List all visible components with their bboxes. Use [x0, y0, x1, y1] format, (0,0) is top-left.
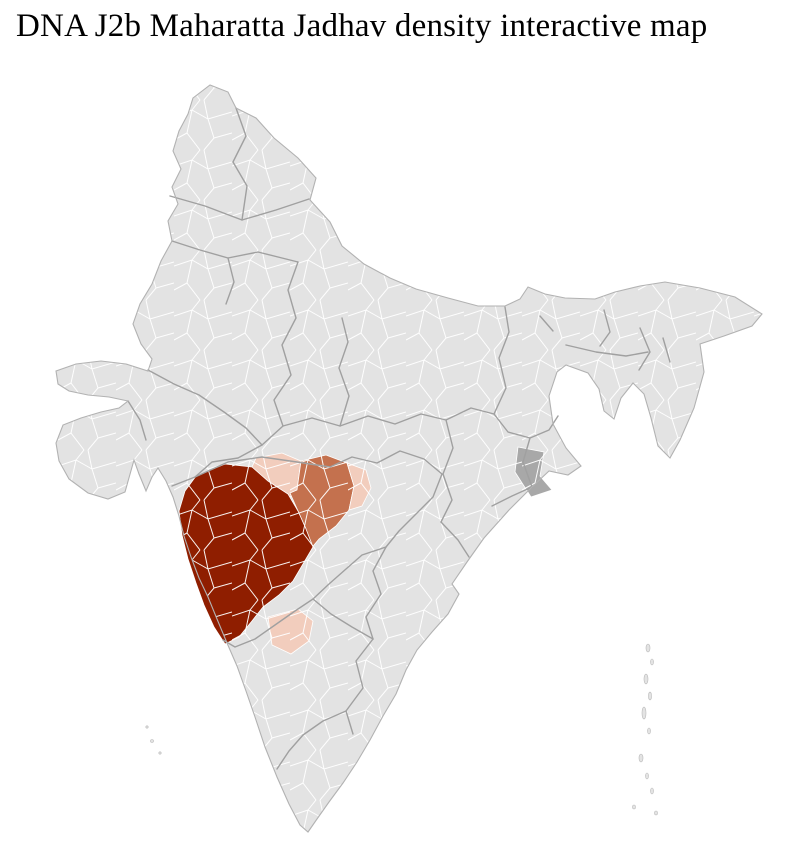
- page-title: DNA J2b Maharatta Jadhav density interac…: [16, 8, 708, 44]
- andaman-islands[interactable]: [632, 643, 658, 816]
- lakshadweep-islands[interactable]: [145, 725, 162, 755]
- india-landmass[interactable]: [56, 85, 762, 832]
